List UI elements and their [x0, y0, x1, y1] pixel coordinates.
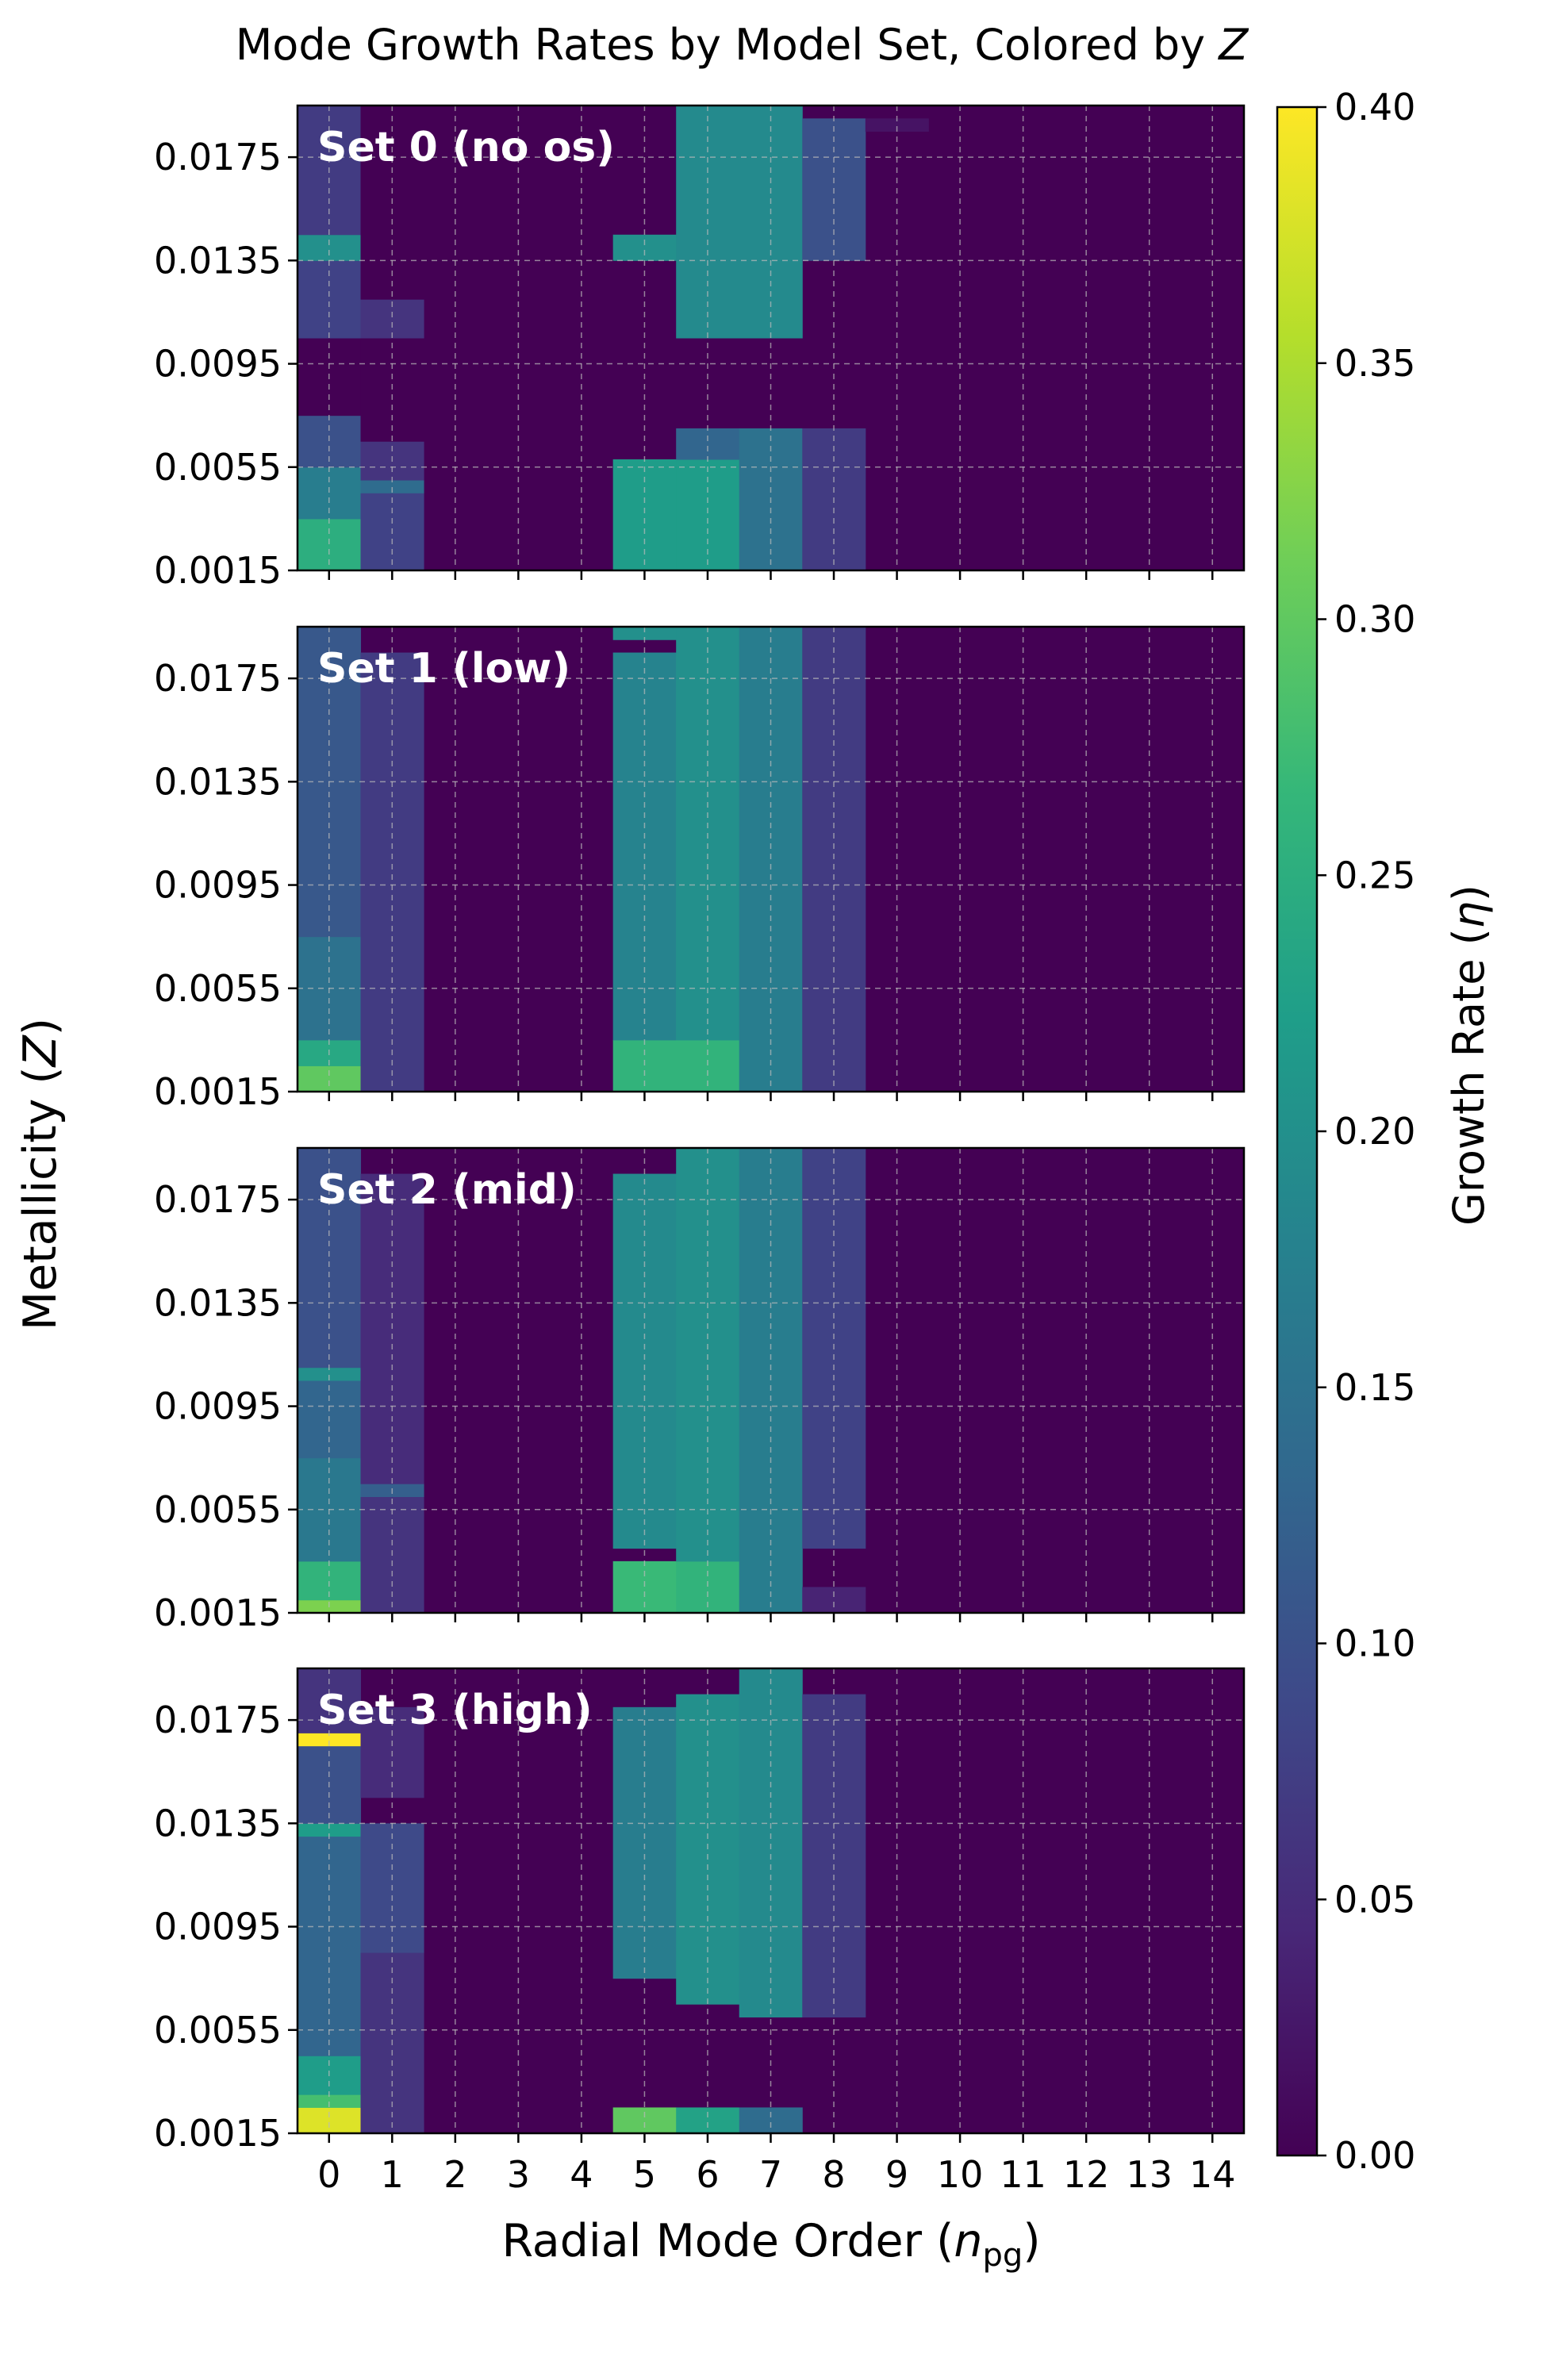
heat-cell: [676, 428, 740, 460]
y-tick-label: 0.0135: [154, 1281, 282, 1324]
x-tick-labels: 0 1 2 3 4 5 6 7 8 9 10 11 12 13 14: [317, 2153, 1235, 2196]
colorbar-tick-label: 0.00: [1334, 2134, 1415, 2177]
heat-cell: [360, 652, 424, 1092]
x-tick-label: 10: [937, 2153, 984, 2196]
heat-cell: [612, 1173, 677, 1549]
y-tick-label: 0.0095: [154, 864, 282, 907]
colorbar-tick-label: 0.25: [1334, 854, 1415, 896]
heat-cell: [360, 480, 424, 493]
heat-cell: [612, 2107, 677, 2134]
heat-cell: [676, 2107, 740, 2134]
colorbar-tick-label: 0.15: [1334, 1366, 1415, 1409]
heat-cell: [298, 2094, 362, 2108]
panel-label: Set 2 (mid): [317, 1166, 577, 1214]
y-tick-label: 0.0015: [154, 1070, 282, 1113]
x-tick-label: 12: [1063, 2153, 1110, 2196]
panel-label: Set 0 (no os): [317, 124, 615, 171]
colorbar-tick-label: 0.40: [1334, 86, 1415, 129]
heat-cell: [298, 1065, 362, 1092]
colorbar-tick-label: 0.05: [1334, 1878, 1415, 1921]
x-tick-label: 9: [885, 2153, 908, 2196]
x-tick-label: 5: [633, 2153, 656, 2196]
y-tick-label: 0.0135: [154, 239, 282, 282]
heat-cell: [298, 1733, 362, 1747]
colorbar: 0.00 0.05 0.10 0.15 0.20 0.25 0.30 0.35 0.40: [1276, 86, 1415, 2177]
y-tick-label: 0.0175: [154, 1699, 282, 1741]
y-tick-label: 0.0175: [154, 136, 282, 178]
y-tick-label: 0.0135: [154, 760, 282, 803]
chart-title: Mode Growth Rates by Model Set, Colored …: [236, 20, 1250, 70]
colorbar-tick-label: 0.35: [1334, 342, 1415, 385]
heat-cell: [612, 234, 677, 261]
x-tick-label: 4: [570, 2153, 593, 2196]
y-tick-label: 0.0095: [154, 343, 282, 386]
y-tick-label: 0.0055: [154, 967, 282, 1010]
panel-2: 0.0015 0.0055 0.0095 0.0135 0.0175 Set 2 (mid…: [154, 1146, 1246, 1634]
y-axis-label: Metallicity (Z): [14, 1018, 67, 1330]
x-tick-label: 8: [822, 2153, 845, 2196]
panel-0: 0.0015 0.0055 0.0095 0.0135 0.0175 Set 0 (no …: [154, 104, 1246, 592]
heat-cell: [865, 118, 929, 132]
heat-cell: [298, 1823, 362, 1837]
x-tick-label: 13: [1126, 2153, 1173, 2196]
x-tick-label: 14: [1189, 2153, 1236, 2196]
panel-label: Set 3 (high): [317, 1687, 593, 1734]
y-tick-label: 0.0095: [154, 1385, 282, 1428]
panel-1: 0.0015 0.0055 0.0095 0.0135 0.0175 Set 1 (low…: [154, 625, 1246, 1113]
colorbar-gradient: [1276, 106, 1319, 2157]
y-tick-label: 0.0135: [154, 1802, 282, 1844]
x-axis-label: Radial Mode Order (npg): [501, 2215, 1040, 2274]
x-tick-label: 2: [443, 2153, 466, 2196]
y-tick-label: 0.0015: [154, 2112, 282, 2155]
colorbar-tick-label: 0.20: [1334, 1110, 1415, 1153]
x-tick-label: 11: [1000, 2153, 1046, 2196]
panel-label: Set 1 (low): [317, 645, 570, 693]
heat-cell: [612, 627, 677, 640]
y-tick-label: 0.0015: [154, 549, 282, 592]
y-tick-label: 0.0015: [154, 1591, 282, 1634]
y-tick-label: 0.0175: [154, 657, 282, 700]
panel-3: 0.0015 0.0055 0.0095 0.0135 0.0175 Set 3 (hig…: [154, 1667, 1246, 2155]
x-tick-label: 6: [696, 2153, 719, 2196]
x-tick-label: 7: [759, 2153, 782, 2196]
heat-cell: [298, 234, 362, 261]
heat-cell: [298, 2107, 362, 2134]
heat-cell: [739, 2107, 803, 2134]
heat-cell: [298, 1367, 362, 1381]
colorbar-ticks: 0.00 0.05 0.10 0.15 0.20 0.25 0.30 0.35 0.40: [1317, 86, 1415, 2177]
x-tick-label: 3: [507, 2153, 530, 2196]
y-tick-label: 0.0055: [154, 2009, 282, 2052]
heatmap-panels: 0.0015 0.0055 0.0095 0.0135 0.0175 Set 0 (no …: [154, 104, 1246, 2196]
y-tick-label: 0.0055: [154, 1488, 282, 1531]
x-tick-label: 1: [381, 2153, 404, 2196]
colorbar-tick-label: 0.10: [1334, 1622, 1415, 1665]
y-tick-label: 0.0175: [154, 1178, 282, 1221]
heat-cell: [802, 1587, 866, 1614]
colorbar-tick-label: 0.30: [1334, 598, 1415, 641]
y-tick-label: 0.0055: [154, 446, 282, 489]
colorbar-label: Growth Rate (η): [1444, 885, 1494, 1226]
heat-cell: [298, 1148, 362, 1368]
y-tick-label: 0.0095: [154, 1906, 282, 1948]
x-tick-label: 0: [317, 2153, 340, 2196]
